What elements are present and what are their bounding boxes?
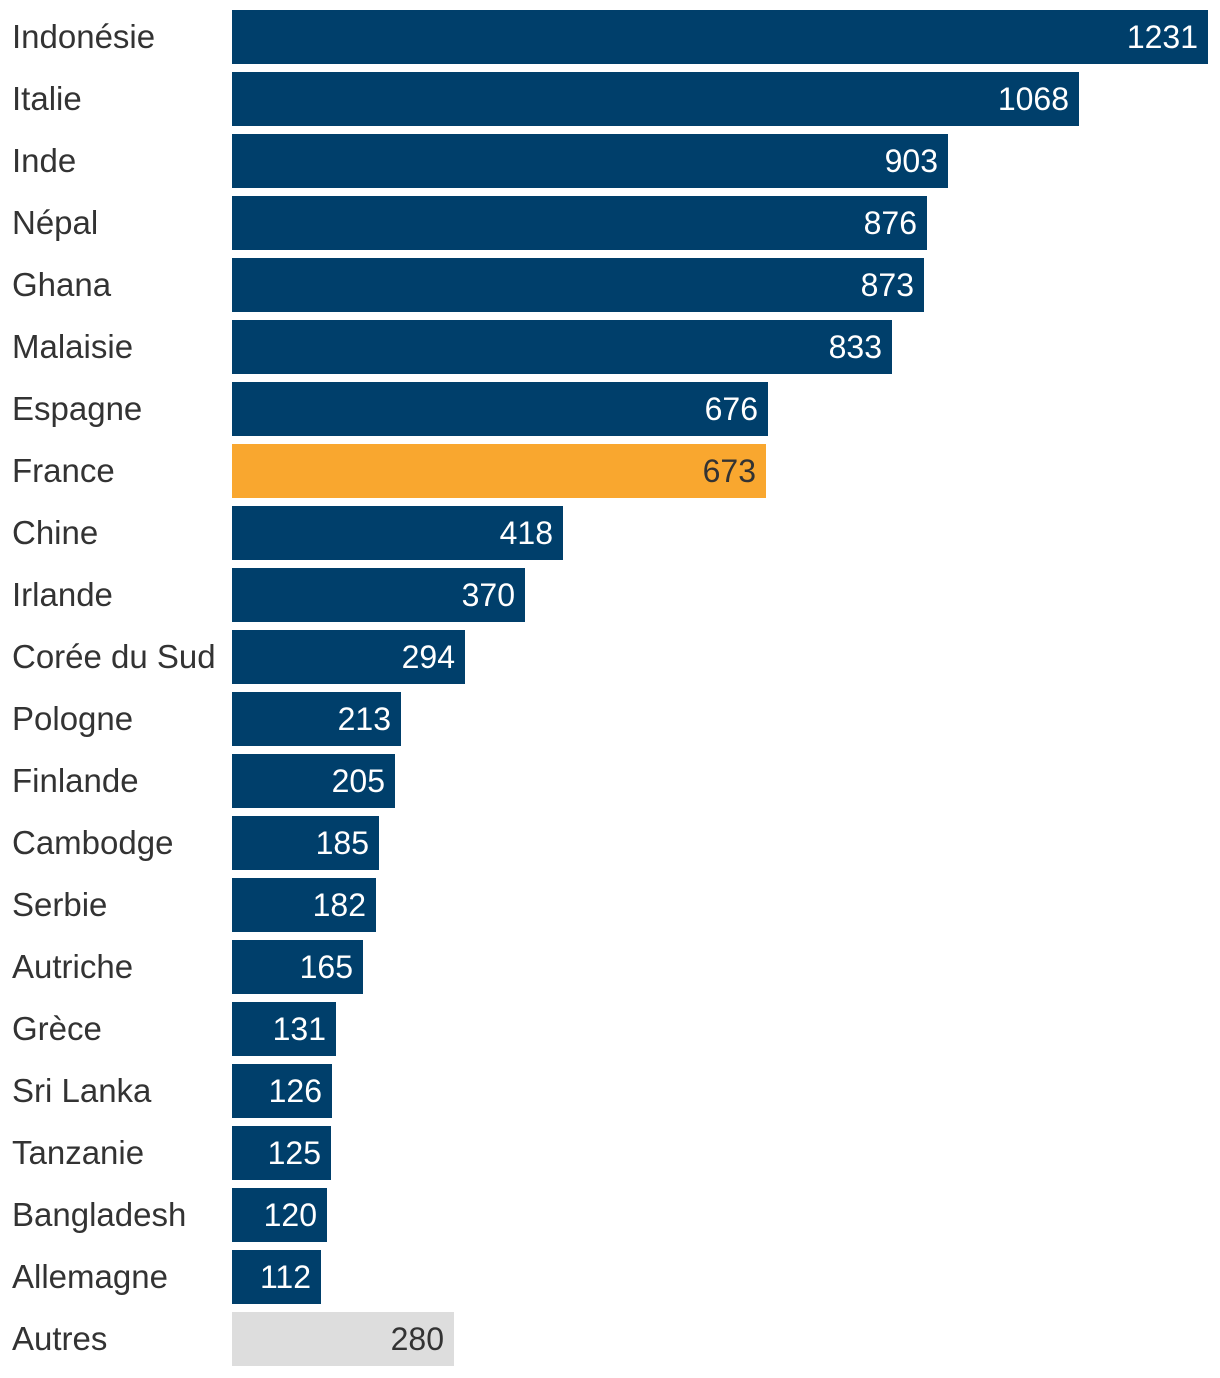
category-label: Cambodge xyxy=(12,824,174,861)
value-label: 876 xyxy=(863,205,917,241)
value-label: 1068 xyxy=(997,81,1069,117)
bar xyxy=(232,878,376,932)
value-label: 280 xyxy=(390,1321,444,1357)
bar xyxy=(232,196,927,250)
value-label: 120 xyxy=(263,1197,317,1233)
category-label: Indonésie xyxy=(12,18,156,55)
value-label: 903 xyxy=(884,143,938,179)
bar xyxy=(232,320,892,374)
value-label: 873 xyxy=(860,267,914,303)
category-label: Corée du Sud xyxy=(12,638,216,675)
bar xyxy=(232,10,1208,64)
category-label: Bangladesh xyxy=(12,1196,187,1233)
category-label: Espagne xyxy=(12,390,143,427)
value-label: 126 xyxy=(268,1073,322,1109)
category-label: Sri Lanka xyxy=(12,1072,152,1109)
value-label: 676 xyxy=(704,391,758,427)
category-label: Chine xyxy=(12,514,99,551)
bar xyxy=(232,72,1079,126)
category-label: Italie xyxy=(12,80,82,117)
category-label: Inde xyxy=(12,142,77,179)
value-label: 294 xyxy=(401,639,455,675)
bar xyxy=(232,1312,454,1366)
category-label: Malaisie xyxy=(12,328,134,365)
value-label: 112 xyxy=(259,1259,311,1295)
value-label: 185 xyxy=(315,825,369,861)
category-label: Irlande xyxy=(12,576,113,613)
value-label: 125 xyxy=(267,1135,321,1171)
bar xyxy=(232,1002,336,1056)
bar xyxy=(232,1188,327,1242)
category-label: Autres xyxy=(12,1320,108,1357)
value-label: 131 xyxy=(272,1011,326,1047)
category-label: Autriche xyxy=(12,948,134,985)
bar xyxy=(232,692,401,746)
bar xyxy=(232,1064,332,1118)
bar xyxy=(232,258,924,312)
category-label: Tanzanie xyxy=(12,1134,145,1171)
category-label: Serbie xyxy=(12,886,108,923)
bar xyxy=(232,1250,321,1304)
category-label: Népal xyxy=(12,204,99,241)
value-label: 833 xyxy=(828,329,882,365)
bar xyxy=(232,506,563,560)
category-label: Pologne xyxy=(12,700,134,737)
category-label: Grèce xyxy=(12,1010,102,1047)
category-label: Finlande xyxy=(12,762,139,799)
bar xyxy=(232,134,948,188)
value-label: 673 xyxy=(702,453,756,489)
bar xyxy=(232,754,395,808)
category-label: Allemagne xyxy=(12,1258,168,1295)
category-label: Ghana xyxy=(12,266,112,303)
value-label: 205 xyxy=(331,763,385,799)
bar xyxy=(232,444,766,498)
value-label: 165 xyxy=(299,949,353,985)
bar xyxy=(232,1126,331,1180)
bar xyxy=(232,630,465,684)
bar xyxy=(232,940,363,994)
value-label: 418 xyxy=(499,515,553,551)
value-label: 182 xyxy=(312,887,366,923)
value-label: 370 xyxy=(461,577,515,613)
bar xyxy=(232,816,379,870)
value-label: 1231 xyxy=(1126,19,1198,55)
value-label: 213 xyxy=(337,701,391,737)
bar xyxy=(232,568,525,622)
category-label: France xyxy=(12,452,115,489)
bar xyxy=(232,382,768,436)
